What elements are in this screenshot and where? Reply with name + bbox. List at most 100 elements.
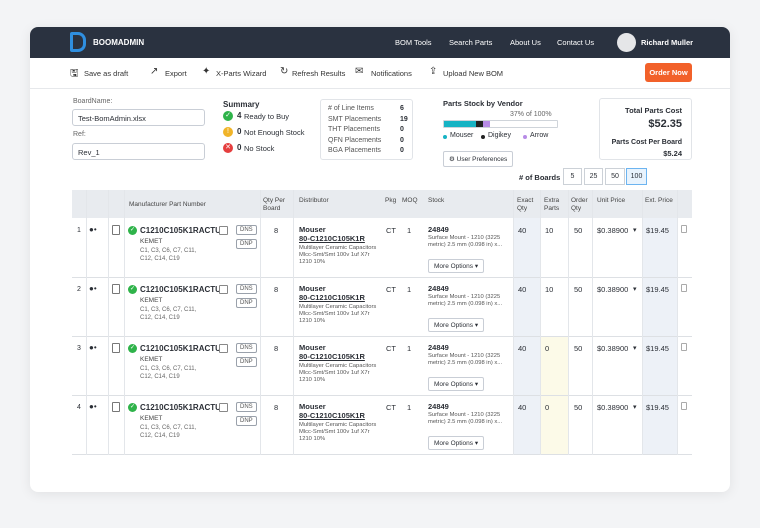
tag[interactable]: DNP — [236, 416, 257, 426]
divider — [30, 88, 730, 89]
part-number[interactable]: C1210C105K1RACTU — [140, 344, 221, 353]
dist-part[interactable]: 80-C1210C105K1R — [299, 293, 365, 302]
moq: 1 — [407, 403, 412, 412]
ext-price: $19.45 — [646, 226, 669, 235]
avatar[interactable] — [617, 33, 636, 52]
dist-part[interactable]: 80-C1210C105K1R — [299, 352, 365, 361]
legend-dot — [481, 135, 485, 139]
trash-icon[interactable] — [681, 343, 687, 351]
more-options[interactable]: More Options ▾ — [428, 259, 485, 273]
col-line — [260, 190, 261, 455]
exact-qty: 40 — [518, 285, 527, 294]
bar-arrow — [483, 121, 490, 127]
toolbar-action[interactable]: X-Parts Wizard — [216, 69, 267, 78]
more-options[interactable]: More Options ▾ — [428, 377, 485, 391]
dist-part[interactable]: 80-C1210C105K1R — [299, 411, 365, 420]
status-icon: ✕ — [223, 143, 233, 153]
more-label: More Options — [434, 440, 474, 447]
refs: C1, C3, C6, C7, C11, C12, C14, C19 — [140, 307, 197, 321]
col-line — [124, 190, 125, 455]
refresh-icon: ↻ — [280, 66, 289, 77]
copy-icon — [219, 344, 228, 353]
extra-parts: 10 — [545, 226, 554, 235]
unit-price[interactable]: $0.38900 — [597, 403, 629, 412]
toolbar-action[interactable]: Export — [165, 69, 187, 78]
legend-dot — [443, 135, 447, 139]
tag[interactable]: DNP — [236, 239, 257, 249]
gear-icon: ⚙ — [449, 156, 457, 163]
order-button[interactable]: Order Now — [645, 63, 692, 82]
col-line — [108, 190, 109, 455]
dist-part[interactable]: 80-C1210C105K1R — [299, 234, 365, 243]
card — [30, 27, 730, 492]
moq: 1 — [407, 226, 412, 235]
caret: ▾ — [473, 381, 479, 388]
part-number[interactable]: C1210C105K1RACTU — [140, 403, 221, 412]
boards-option[interactable]: 5 — [563, 168, 582, 185]
boards-option[interactable]: 25 — [584, 168, 603, 185]
trash-icon[interactable] — [681, 225, 687, 233]
description: Multilayer Ceramic Capacitors Mlcc-Smt/S… — [299, 363, 377, 383]
unit-price[interactable]: $0.38900 — [597, 344, 629, 353]
tag[interactable]: DNP — [236, 357, 257, 367]
tag[interactable]: DNS — [236, 284, 257, 294]
navbar — [30, 27, 730, 58]
toolbar-action[interactable]: Notifications — [371, 69, 412, 78]
tag[interactable]: DNS — [236, 343, 257, 353]
order-qty: 50 — [574, 403, 583, 412]
nav-link[interactable]: About Us — [510, 38, 541, 47]
col-line — [592, 190, 593, 455]
maker: KEMET — [140, 297, 163, 304]
tag[interactable]: DNS — [236, 402, 257, 412]
toolbar-action[interactable]: Refresh Results — [292, 69, 346, 78]
column-header: Stock — [428, 197, 445, 204]
ok-icon: ✓ — [128, 285, 137, 294]
ok-icon: ✓ — [128, 344, 137, 353]
part-number[interactable]: C1210C105K1RACTU — [140, 226, 221, 235]
nav-link[interactable]: Contact Us — [557, 38, 595, 47]
save-icon: 🖫 — [70, 68, 79, 79]
percent-label: 37% of 100% — [510, 111, 552, 118]
stock: 24849 — [428, 225, 449, 234]
per-board-label: Parts Cost Per Board — [611, 139, 682, 146]
trash-icon[interactable] — [681, 402, 687, 410]
user-preferences-button[interactable]: ⚙ User Preferences — [443, 151, 514, 167]
tag[interactable]: DNS — [236, 225, 257, 235]
board-name-input[interactable]: Test-BomAdmin.xlsx — [72, 109, 205, 126]
nav-link[interactable]: Search Parts — [449, 38, 493, 47]
more-options[interactable]: More Options ▾ — [428, 318, 485, 332]
row-icons: ●• — [89, 402, 97, 411]
part-number[interactable]: C1210C105K1RACTU — [140, 285, 221, 294]
toolbar-action[interactable]: Upload New BOM — [443, 69, 504, 78]
ext-price: $19.45 — [646, 403, 669, 412]
maker: KEMET — [140, 238, 163, 245]
caret: ▾ — [633, 227, 637, 234]
more-options[interactable]: More Options ▾ — [428, 436, 485, 450]
button-label: User Preferences — [456, 156, 508, 163]
description: Multilayer Ceramic Capacitors Mlcc-Smt/S… — [299, 245, 377, 265]
ref-input[interactable]: Rev_1 — [72, 143, 205, 160]
tag[interactable]: DNP — [236, 298, 257, 308]
stock: 24849 — [428, 402, 449, 411]
unit-price[interactable]: $0.38900 — [597, 226, 629, 235]
description: Multilayer Ceramic Capacitors Mlcc-Smt/S… — [299, 304, 377, 324]
ext-price: $19.45 — [646, 285, 669, 294]
trash-icon[interactable] — [681, 284, 687, 292]
exact-qty: 40 — [518, 344, 527, 353]
column-header: Distributor — [299, 197, 329, 204]
toolbar-action[interactable]: Save as draft — [84, 69, 129, 78]
boards-option[interactable]: 100 — [626, 168, 647, 185]
moq: 1 — [407, 344, 412, 353]
ok-icon: ✓ — [128, 403, 137, 412]
col-line — [293, 190, 294, 455]
placement-label: BGA Placements — [328, 147, 381, 154]
boards-option[interactable]: 50 — [605, 168, 625, 185]
row-icons: ●• — [89, 343, 97, 352]
status-text: No Stock — [244, 144, 275, 153]
nav-link[interactable]: BOM Tools — [395, 38, 432, 47]
ok-icon: ✓ — [128, 226, 137, 235]
upload-icon: ⇪ — [429, 66, 438, 77]
unit-price[interactable]: $0.38900 — [597, 285, 629, 294]
user-name[interactable]: Richard Muller — [641, 38, 694, 47]
